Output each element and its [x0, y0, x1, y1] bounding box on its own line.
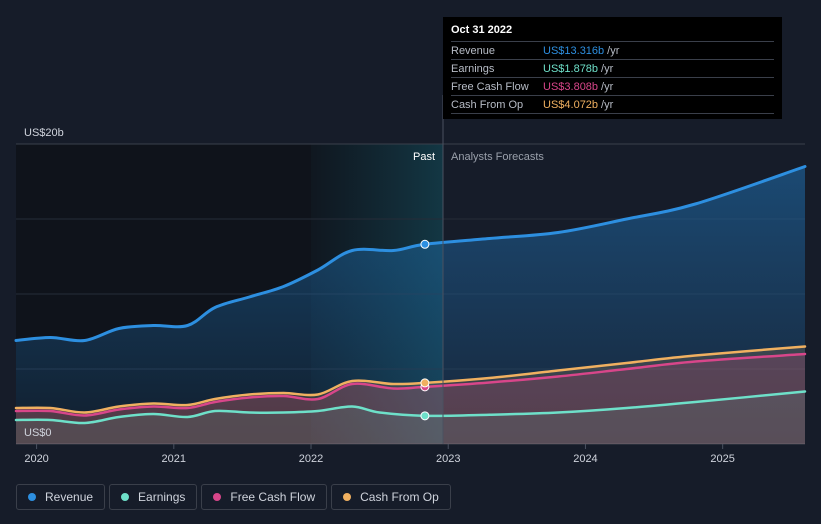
revenue-area: [16, 166, 805, 444]
x-tick-label: 2025: [710, 453, 734, 465]
legend-cash-from-op[interactable]: Cash From Op: [331, 484, 451, 510]
tooltip-row-earnings: Earnings US$1.878b /yr: [451, 60, 774, 78]
tooltip-date: Oct 31 2022: [451, 24, 774, 42]
cfo-marker: [420, 378, 430, 388]
legend-label: Earnings: [138, 490, 186, 504]
tooltip-value: US$4.072b: [543, 98, 599, 111]
tooltip-value: US$13.316b: [543, 44, 605, 57]
series-lines: [14, 165, 807, 425]
revenue-dot-icon: [28, 493, 36, 501]
forecast-label: Analysts Forecasts: [451, 151, 544, 163]
legend-label: Free Cash Flow: [230, 490, 316, 504]
tooltip: Oct 31 2022 Revenue US$13.316b /yr Earni…: [443, 17, 782, 119]
y-top-label: US$20b: [24, 127, 64, 139]
legend-free-cash-flow[interactable]: Free Cash Flow: [201, 484, 328, 510]
tooltip-value: US$3.808b: [543, 80, 599, 93]
fcf-area: [16, 354, 805, 444]
legend-label: Revenue: [45, 490, 94, 504]
legend-earnings[interactable]: Earnings: [109, 484, 198, 510]
legend-label: Cash From Op: [360, 490, 439, 504]
tooltip-unit: /yr: [601, 80, 614, 93]
fcf-line: [14, 352, 807, 417]
tooltip-label: Revenue: [451, 44, 496, 57]
x-axis-ticks: 2020 2021 2022 2023 2024 2025: [24, 444, 735, 465]
tooltip-unit: /yr: [607, 44, 620, 57]
x-tick-label: 2021: [162, 453, 186, 465]
tooltip-unit: /yr: [601, 62, 614, 75]
tooltip-row-fcf: Free Cash Flow US$3.808b /yr: [451, 78, 774, 96]
tooltip-value: US$1.878b: [543, 62, 599, 75]
tooltip-label: Cash From Op: [451, 98, 524, 111]
tooltip-row-cfo: Cash From Op US$4.072b /yr: [451, 96, 774, 114]
past-label: Past: [413, 151, 435, 163]
x-tick-label: 2020: [24, 453, 48, 465]
y-zero-label: US$0: [24, 427, 52, 439]
cfo-line: [14, 345, 807, 414]
revenue-line: [14, 165, 807, 343]
revenue-marker: [420, 239, 430, 249]
tooltip-label: Earnings: [451, 62, 495, 75]
earnings-dot-icon: [121, 493, 130, 501]
earnings-line: [14, 390, 807, 425]
tooltip-label: Free Cash Flow: [451, 80, 529, 93]
earnings-marker: [420, 411, 430, 421]
tooltip-unit: /yr: [601, 98, 614, 111]
earnings-area: [16, 391, 805, 444]
x-tick-label: 2023: [436, 453, 460, 465]
legend: Revenue Earnings Free Cash Flow Cash Fro…: [16, 484, 451, 510]
x-tick-label: 2022: [299, 453, 323, 465]
cfo-dot-icon: [343, 493, 352, 501]
tooltip-row-revenue: Revenue US$13.316b /yr: [451, 42, 774, 60]
x-tick-label: 2024: [573, 453, 597, 465]
legend-revenue[interactable]: Revenue: [16, 484, 106, 510]
fcf-dot-icon: [213, 493, 222, 501]
series-markers: [420, 239, 430, 421]
